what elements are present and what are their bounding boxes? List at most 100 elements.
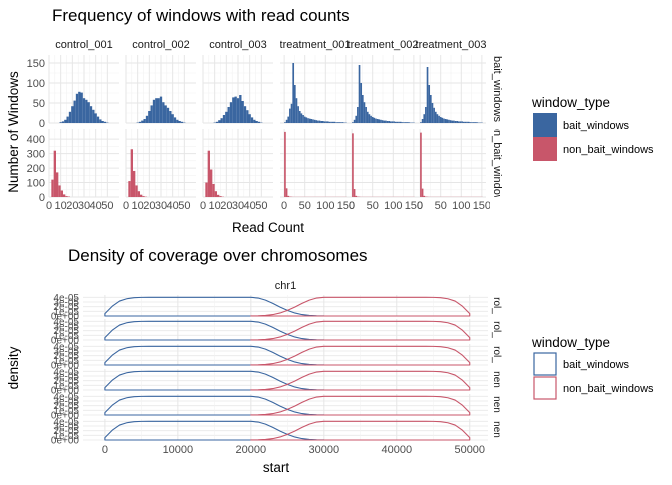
density-legend-title: window_type (531, 335, 610, 350)
histogram-bar (53, 150, 56, 197)
histogram-bar (393, 196, 395, 197)
histogram-bar (461, 121, 463, 123)
histogram-bar (78, 91, 81, 123)
histogram-bar (439, 117, 442, 123)
histogram-y-tick-label: 150 (27, 58, 45, 70)
histogram-x-ticks: 0 10 20 30 40 50 (200, 200, 268, 212)
histogram-bar (378, 119, 381, 123)
histogram-bar (399, 196, 402, 197)
histogram-y-axis-label: Number of Windows (6, 71, 21, 193)
histogram-bar (406, 122, 409, 123)
histogram-legend-label-non-bait: non_bait_windows (563, 144, 654, 156)
histogram-bar (150, 105, 153, 123)
histogram-bar (408, 122, 410, 123)
histogram-bar (378, 196, 381, 197)
histogram-bar (140, 194, 143, 197)
histogram-bars (420, 67, 483, 123)
density-row-strip: nen (491, 421, 502, 438)
density-y-tick-label: 4e-05 (53, 317, 79, 328)
histogram-bars (352, 65, 415, 123)
histogram-row-strip-label: non_bait_windows (491, 118, 503, 209)
histogram-bar (391, 196, 394, 197)
histogram-bar (423, 114, 426, 123)
histogram-bar (471, 122, 473, 123)
histogram-bars (352, 133, 415, 197)
histogram-x-tick-label: 50 (435, 200, 447, 212)
density-x-tick-label: 10000 (163, 444, 194, 456)
histogram-bar (297, 196, 299, 197)
histogram-bar (284, 131, 286, 197)
histogram-bar (246, 110, 249, 123)
histogram-bar (358, 196, 361, 197)
histogram-bar (310, 119, 313, 123)
histogram-bar (357, 107, 359, 123)
histogram-bar (305, 196, 308, 197)
histogram-bar (461, 196, 463, 197)
histogram-bar (396, 121, 399, 123)
histogram-bar (294, 196, 296, 197)
histogram-bar (401, 122, 404, 123)
histogram-x-tick-label: 150 (337, 200, 355, 212)
histogram-bar (333, 196, 336, 197)
density-curve-non_bait_windows (250, 370, 471, 391)
histogram-bar (399, 121, 402, 123)
histogram-bar (326, 121, 329, 123)
histogram-bar (403, 196, 405, 197)
density-title: Density of coverage over chromosomes (68, 246, 368, 265)
histogram-bar (130, 149, 133, 197)
histogram-bar (164, 105, 167, 123)
histogram-bar (71, 106, 74, 123)
histogram-y-tick-label: 0 (39, 118, 45, 130)
histogram-bar (430, 95, 432, 123)
histogram-bar (136, 122, 139, 123)
histogram-bar (322, 196, 324, 197)
histogram-bar (67, 196, 70, 197)
density-curve-non_bait_windows (250, 320, 471, 341)
histogram-bar (481, 196, 483, 197)
histogram-bar (370, 115, 372, 123)
histogram-bar (145, 115, 149, 123)
density-x-axis-label: start (263, 460, 290, 475)
histogram-bar (370, 196, 372, 197)
histogram-bar (320, 121, 322, 123)
histogram-bar (443, 118, 445, 123)
histogram-bar (368, 114, 371, 123)
histogram-bar (471, 196, 473, 197)
histogram-bar (409, 122, 412, 123)
histogram-x-ticks: 0 50 100 150 (281, 200, 355, 212)
density-y-axis-label: density (6, 346, 21, 389)
histogram-bar (425, 196, 427, 197)
density-panel-background (83, 419, 488, 440)
histogram-bar (453, 120, 455, 123)
histogram-bar (477, 122, 480, 123)
histogram-bar (176, 119, 179, 123)
histogram-bar (302, 196, 304, 197)
histogram-bar (68, 111, 72, 123)
histogram-x-tick-label: 30 (78, 200, 90, 212)
histogram-bar (434, 196, 437, 197)
histogram-bar (229, 102, 233, 123)
histogram-legend-title: window_type (531, 95, 610, 110)
density-row-strip-label: nen (491, 421, 502, 438)
histogram-bars (59, 91, 109, 123)
density-y-tick-label: 2e-05 (53, 426, 79, 437)
histogram-bar (142, 196, 145, 197)
density-y-tick-label: 1e-05 (53, 381, 79, 392)
histogram-bar (459, 121, 462, 123)
histogram-bar (451, 120, 454, 123)
density-row-strip: rol_ (491, 346, 502, 363)
histogram-bar (385, 196, 387, 197)
histogram-bar (388, 196, 390, 197)
density-y-tick-label: 0e+00 (51, 436, 80, 447)
histogram-bar (386, 196, 389, 197)
density-y-tick-label: 2e-05 (53, 376, 79, 387)
histogram-bar (162, 102, 165, 123)
histogram-x-tick-label: 20 (66, 200, 78, 212)
histogram-bar (178, 121, 181, 123)
histogram-bar (355, 195, 358, 197)
histogram-bar (73, 100, 76, 123)
histogram-bar (305, 117, 308, 123)
histogram-bar (323, 196, 326, 197)
